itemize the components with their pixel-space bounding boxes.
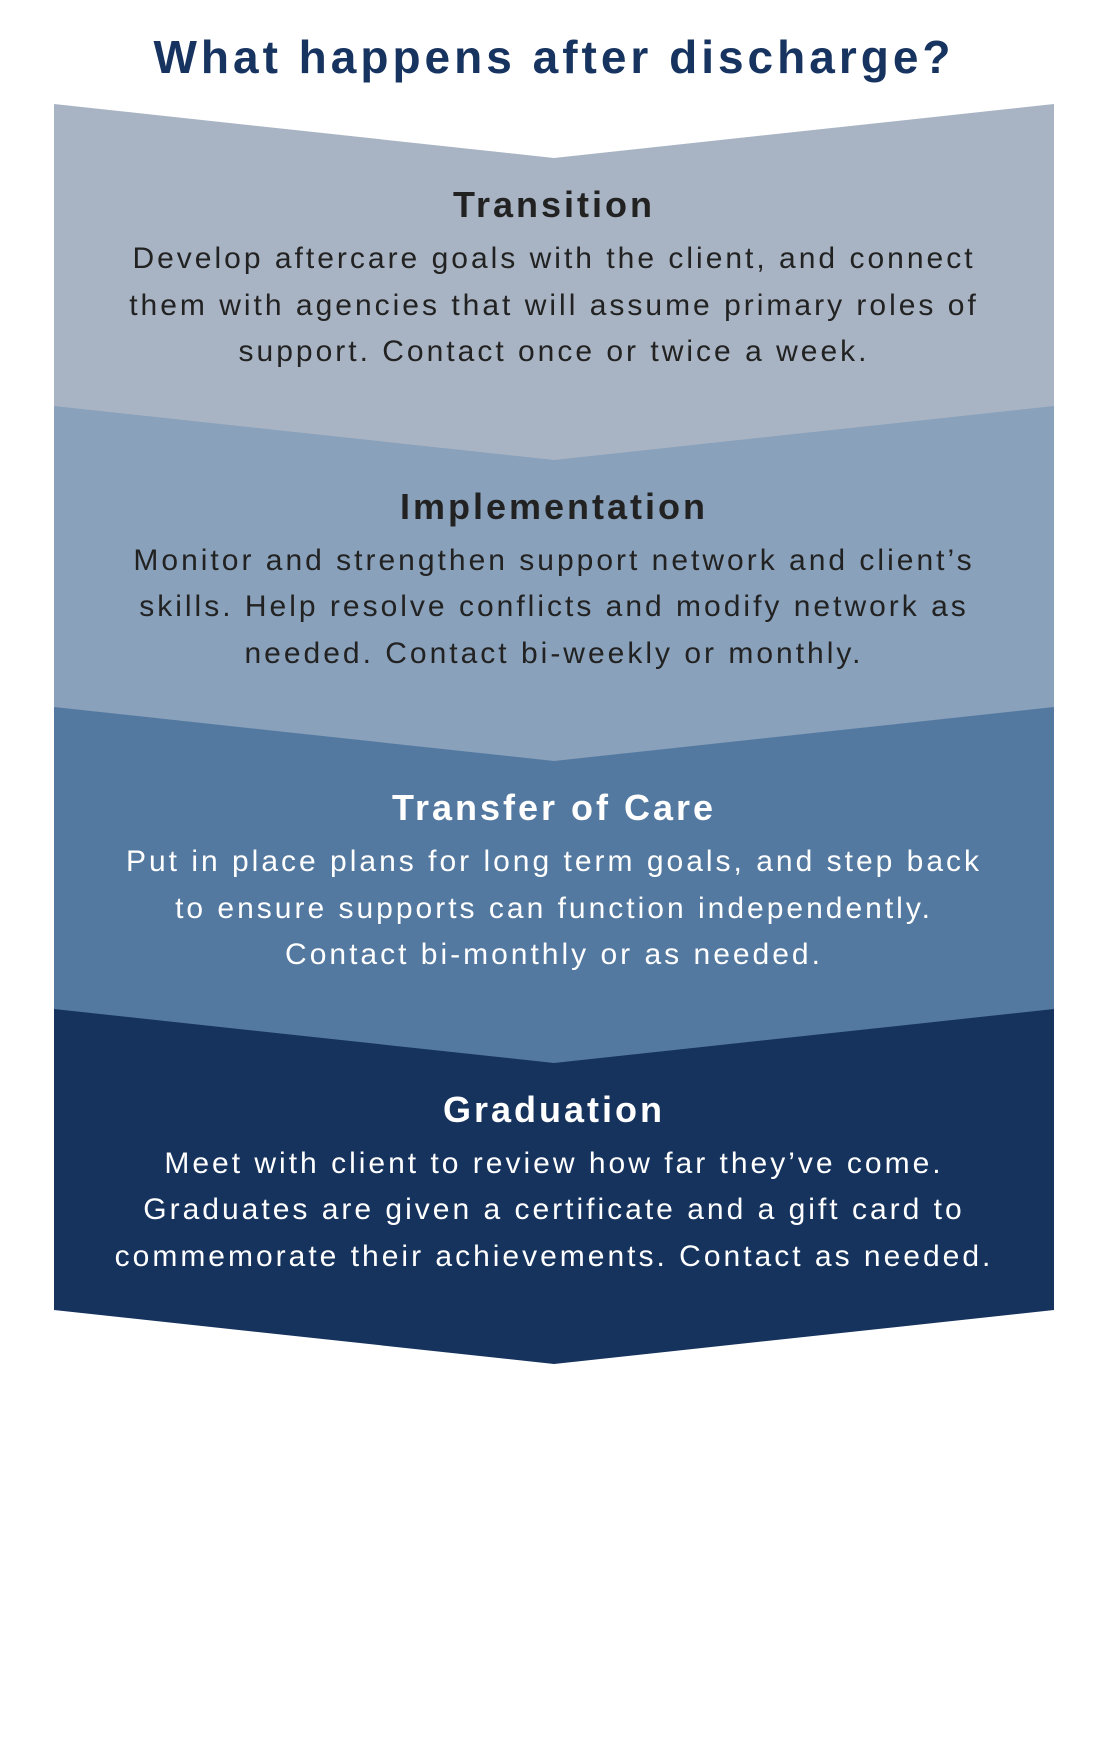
stages-list: Transition Develop aftercare goals with t… (0, 104, 1108, 1310)
stage-top-notch (54, 1009, 1054, 1063)
infographic-container: What happens after discharge? Transition… (0, 0, 1108, 1310)
stage-top-notch (54, 707, 1054, 761)
stage-body: Monitor and strengthen support network a… (114, 538, 994, 678)
stage-heading: Transfer of Care (114, 787, 994, 829)
stage-body: Put in place plans for long term goals, … (114, 839, 994, 979)
stage-heading: Implementation (114, 486, 994, 528)
stage-body: Develop aftercare goals with the client,… (114, 236, 994, 376)
stage-implementation: Implementation Monitor and strengthen sup… (54, 406, 1054, 708)
stage-transfer-of-care: Transfer of Care Put in place plans for l… (54, 707, 1054, 1009)
stage-heading: Graduation (114, 1089, 994, 1131)
stage-top-notch (54, 406, 1054, 460)
page-title: What happens after discharge? (0, 0, 1108, 104)
stage-body: Meet with client to review how far they’… (114, 1141, 994, 1281)
stage-heading: Transition (114, 184, 994, 226)
stage-top-notch (54, 104, 1054, 158)
stage-graduation: Graduation Meet with client to review how… (54, 1009, 1054, 1311)
stage-transition: Transition Develop aftercare goals with t… (54, 104, 1054, 406)
